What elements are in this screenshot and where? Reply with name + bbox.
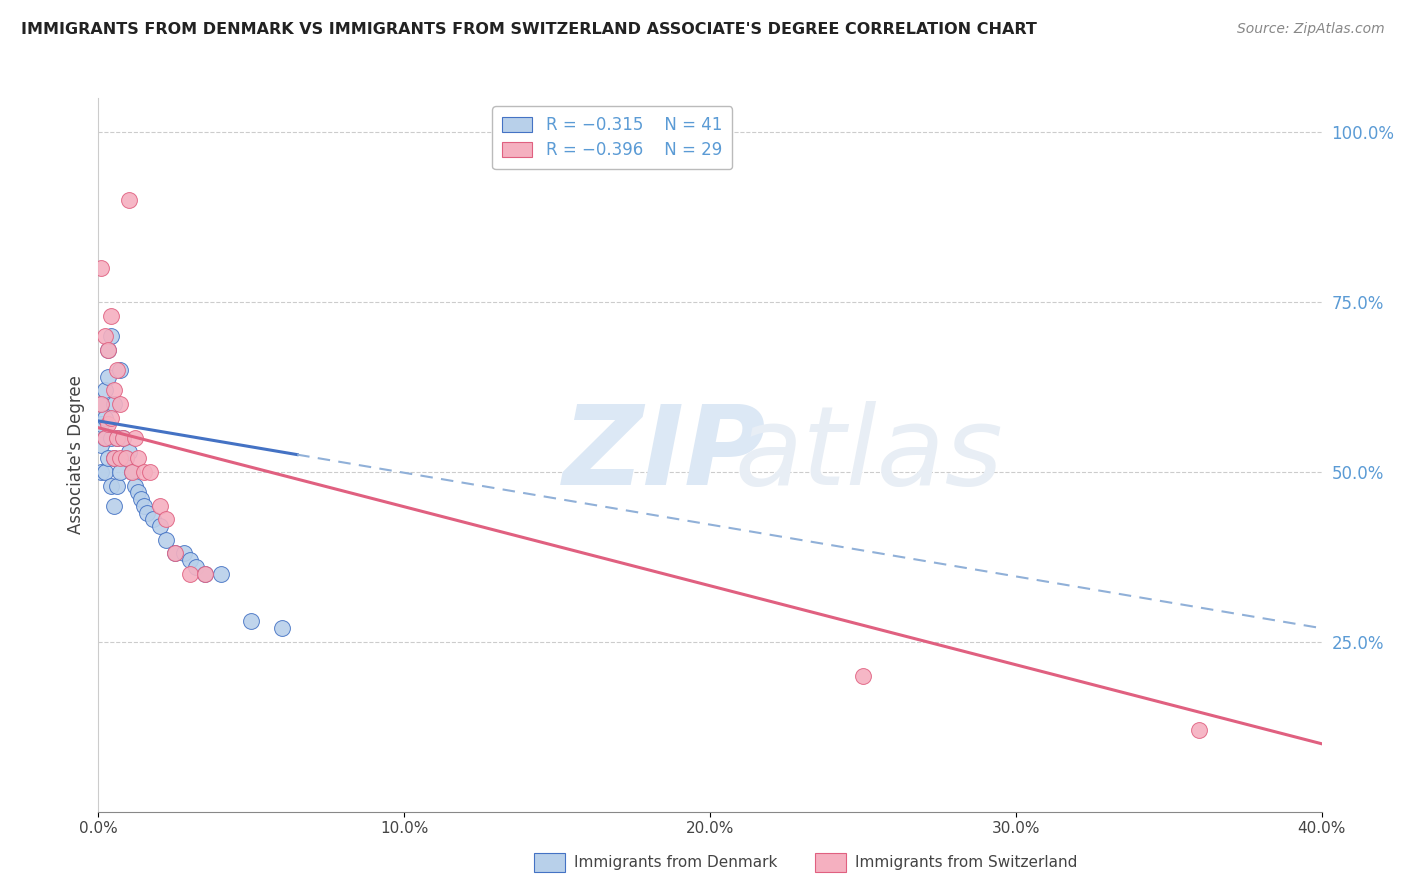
Point <box>108 465 131 479</box>
Point <box>97 343 120 357</box>
Point <box>103 451 125 466</box>
Point <box>108 397 131 411</box>
Point <box>115 451 138 466</box>
Text: Immigrants from Denmark: Immigrants from Denmark <box>574 855 778 870</box>
Point <box>186 560 208 574</box>
Point <box>118 193 141 207</box>
Point <box>90 397 112 411</box>
Point <box>852 669 875 683</box>
Point <box>93 329 115 343</box>
Point <box>1188 723 1211 738</box>
Point <box>97 369 120 384</box>
Point <box>115 451 138 466</box>
Point <box>139 465 162 479</box>
Point <box>124 431 146 445</box>
Point <box>121 465 143 479</box>
Point <box>105 478 128 492</box>
Point <box>129 492 152 507</box>
Point <box>134 465 156 479</box>
Point <box>90 417 112 432</box>
Point <box>163 546 186 560</box>
Point <box>155 512 177 526</box>
Point <box>121 465 143 479</box>
Point <box>97 343 120 357</box>
Point <box>194 566 217 581</box>
Point <box>209 566 232 581</box>
Point <box>179 553 201 567</box>
Point <box>100 410 122 425</box>
Point <box>105 431 128 445</box>
Point <box>97 451 120 466</box>
Point <box>173 546 195 560</box>
Point <box>142 512 165 526</box>
Point <box>90 260 112 275</box>
Point <box>103 451 125 466</box>
Point <box>270 621 292 635</box>
Point <box>134 499 156 513</box>
Point <box>108 451 131 466</box>
Point <box>149 499 172 513</box>
Point <box>149 519 172 533</box>
Text: Source: ZipAtlas.com: Source: ZipAtlas.com <box>1237 22 1385 37</box>
Point <box>127 485 149 500</box>
Point <box>93 384 115 398</box>
Point <box>100 478 122 492</box>
Text: atlas: atlas <box>734 401 1002 508</box>
Point <box>103 397 125 411</box>
Text: IMMIGRANTS FROM DENMARK VS IMMIGRANTS FROM SWITZERLAND ASSOCIATE'S DEGREE CORREL: IMMIGRANTS FROM DENMARK VS IMMIGRANTS FR… <box>21 22 1038 37</box>
Point <box>240 615 263 629</box>
Point <box>97 417 120 432</box>
Point <box>108 363 131 377</box>
Point <box>100 309 122 323</box>
Point <box>93 431 115 445</box>
Point <box>124 478 146 492</box>
Legend: R = −0.315    N = 41, R = −0.396    N = 29: R = −0.315 N = 41, R = −0.396 N = 29 <box>492 106 733 169</box>
Point <box>163 546 186 560</box>
Text: Immigrants from Switzerland: Immigrants from Switzerland <box>855 855 1077 870</box>
Point <box>93 465 115 479</box>
Point <box>118 444 141 458</box>
Point <box>103 384 125 398</box>
Point <box>105 431 128 445</box>
Point <box>155 533 177 547</box>
Point <box>111 431 134 445</box>
Point <box>105 363 128 377</box>
Point <box>90 438 112 452</box>
Point <box>136 506 159 520</box>
Point <box>93 410 115 425</box>
Point <box>127 451 149 466</box>
Y-axis label: Associate's Degree: Associate's Degree <box>66 376 84 534</box>
Point <box>179 566 201 581</box>
Point <box>90 465 112 479</box>
Point <box>90 397 112 411</box>
Point <box>100 431 122 445</box>
Text: ZIP: ZIP <box>564 401 766 508</box>
Point <box>194 566 217 581</box>
Point <box>93 431 115 445</box>
Point <box>111 431 134 445</box>
Point <box>100 329 122 343</box>
Point <box>103 499 125 513</box>
